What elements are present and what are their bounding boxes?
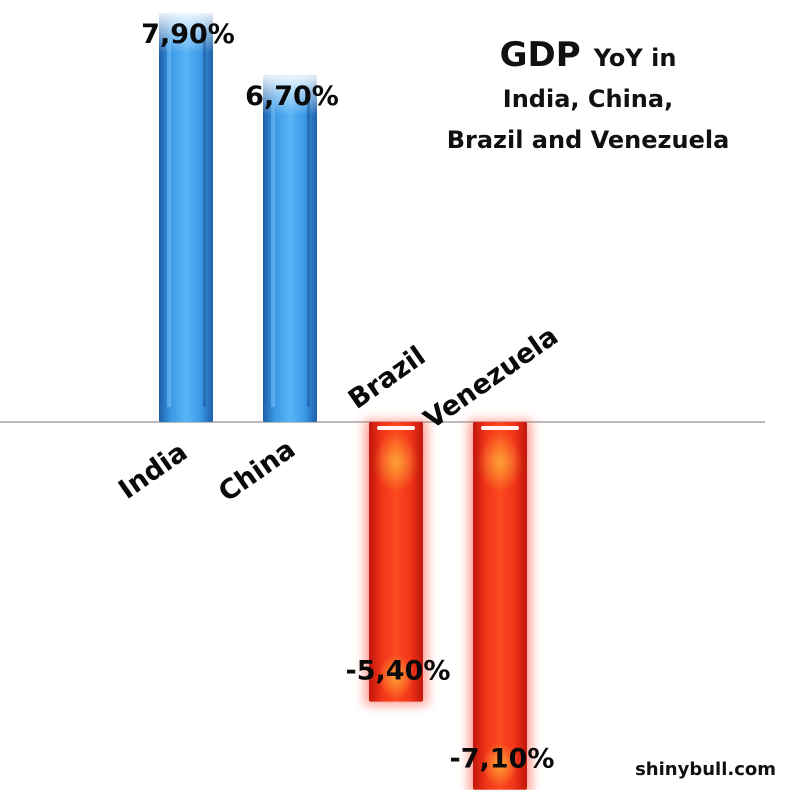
value-label-brazil: -5,40% [346,656,451,687]
svg-text:GDP YoY in: GDP YoY in [500,35,677,75]
category-label-china: China [213,434,301,509]
bar-china [263,75,317,422]
category-label-venezuela: Venezuela [418,321,564,436]
title-line-3: Brazil and Venezuela [447,126,730,154]
bar-venezuela [468,420,532,790]
bar-india [159,13,213,422]
bars-layer [159,13,532,790]
category-label-brazil: Brazil [343,341,432,416]
category-label-india: India [113,437,193,506]
value-label-venezuela: -7,10% [450,744,555,775]
chart-title: GDP YoY in India, China, Brazil and Vene… [447,35,730,154]
bar-brazil [364,420,428,706]
value-label-china: 6,70% [245,81,339,112]
title-line-2: India, China, [503,85,673,113]
title-main: GDP [500,35,581,75]
value-label-india: 7,90% [141,19,235,50]
title-rest: YoY in [593,44,677,72]
source-credit: shinybull.com [635,759,776,780]
